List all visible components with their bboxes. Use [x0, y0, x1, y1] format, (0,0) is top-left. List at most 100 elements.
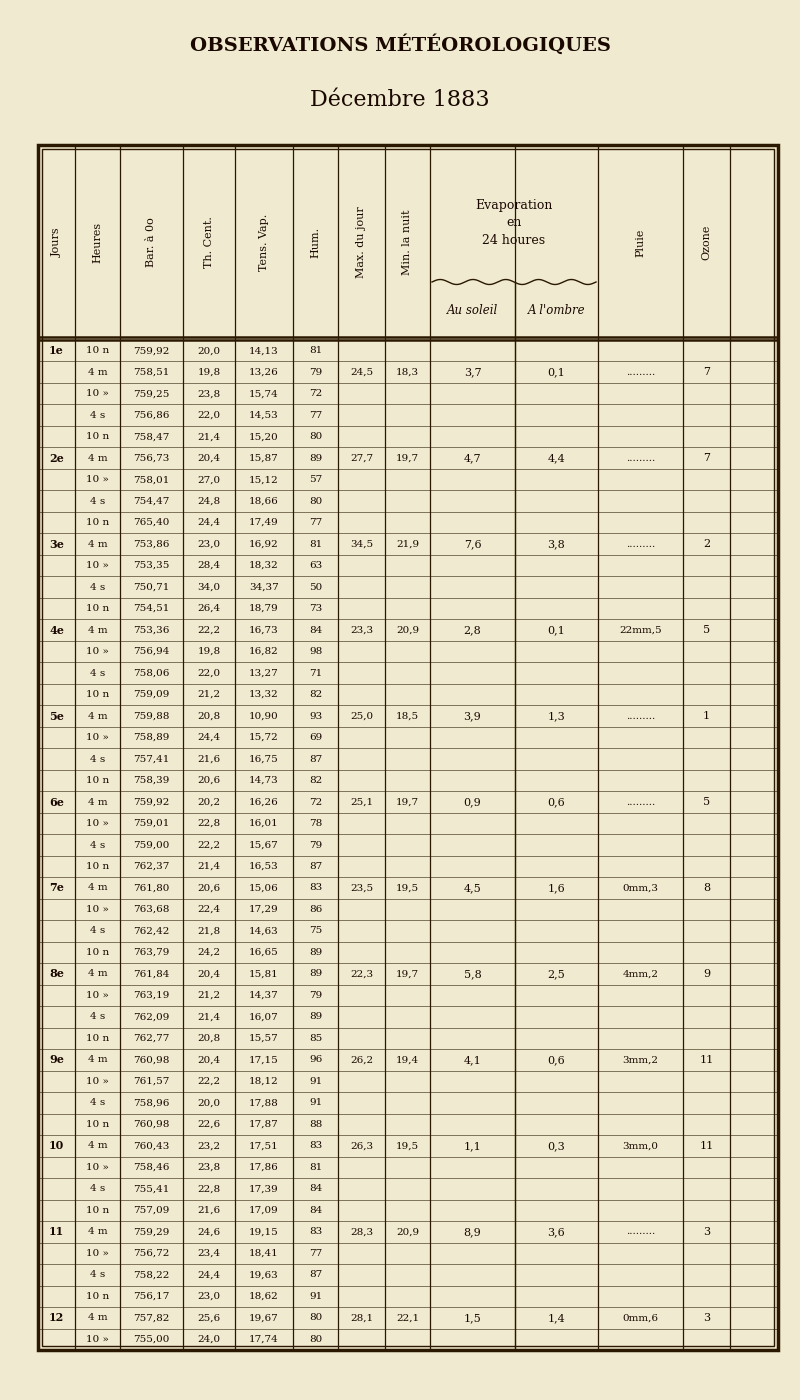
Text: 1: 1: [703, 711, 710, 721]
Text: 0,1: 0,1: [548, 367, 566, 377]
Text: 757,82: 757,82: [134, 1313, 170, 1322]
Text: 0,1: 0,1: [548, 626, 566, 636]
Text: 15,06: 15,06: [249, 883, 279, 892]
Text: 765,40: 765,40: [134, 518, 170, 528]
Text: 13,32: 13,32: [249, 690, 279, 699]
Text: Ozone: Ozone: [702, 225, 711, 260]
Text: 759,88: 759,88: [134, 711, 170, 721]
Text: 4 s: 4 s: [90, 840, 105, 850]
Text: 28,4: 28,4: [198, 561, 221, 570]
Text: 753,36: 753,36: [134, 626, 170, 634]
Text: 760,98: 760,98: [134, 1056, 170, 1064]
Text: 17,39: 17,39: [249, 1184, 279, 1193]
Text: 20,9: 20,9: [396, 626, 419, 634]
Text: 25,0: 25,0: [350, 711, 373, 721]
Text: 17,29: 17,29: [249, 904, 279, 914]
Text: 19,8: 19,8: [198, 647, 221, 657]
Text: 21,4: 21,4: [198, 1012, 221, 1022]
Text: 17,88: 17,88: [249, 1099, 279, 1107]
Text: 63: 63: [309, 561, 322, 570]
Text: 10 »: 10 »: [86, 1249, 109, 1257]
Text: 8,9: 8,9: [464, 1226, 482, 1236]
Text: 50: 50: [309, 582, 322, 592]
Text: 83: 83: [309, 1228, 322, 1236]
Text: 18,41: 18,41: [249, 1249, 279, 1257]
Text: 10 n: 10 n: [86, 862, 109, 871]
Text: 15,20: 15,20: [249, 433, 279, 441]
Text: 2e: 2e: [49, 452, 64, 463]
Text: 82: 82: [309, 690, 322, 699]
Text: 87: 87: [309, 862, 322, 871]
Text: 25,1: 25,1: [350, 798, 373, 806]
Text: 22,2: 22,2: [198, 840, 221, 850]
Text: 13,27: 13,27: [249, 669, 279, 678]
Text: 21,6: 21,6: [198, 755, 221, 763]
Text: .........: .........: [626, 368, 655, 377]
Text: 10 »: 10 »: [86, 389, 109, 398]
Text: 10 »: 10 »: [86, 991, 109, 1000]
Text: 78: 78: [309, 819, 322, 827]
Text: Au soleil: Au soleil: [447, 305, 498, 318]
Text: 83: 83: [309, 883, 322, 892]
Text: .........: .........: [626, 454, 655, 462]
Text: 1,1: 1,1: [464, 1141, 482, 1151]
Text: 5,8: 5,8: [464, 969, 482, 979]
Text: 75: 75: [309, 927, 322, 935]
Text: 9: 9: [703, 969, 710, 979]
Text: 15,81: 15,81: [249, 969, 279, 979]
Text: 759,01: 759,01: [134, 819, 170, 827]
Text: 759,92: 759,92: [134, 346, 170, 356]
Text: 24,6: 24,6: [198, 1228, 221, 1236]
Text: 27,0: 27,0: [198, 475, 221, 484]
Text: 4 s: 4 s: [90, 927, 105, 935]
Text: 4 m: 4 m: [88, 883, 107, 892]
Text: 758,51: 758,51: [134, 368, 170, 377]
Text: 759,92: 759,92: [134, 798, 170, 806]
Text: 17,74: 17,74: [249, 1334, 279, 1344]
Text: 91: 91: [309, 1292, 322, 1301]
Text: 96: 96: [309, 1056, 322, 1064]
Text: 11: 11: [49, 1226, 64, 1238]
Text: 756,72: 756,72: [134, 1249, 170, 1257]
Text: 762,37: 762,37: [134, 862, 170, 871]
Text: 0,3: 0,3: [548, 1141, 566, 1151]
Text: 4 m: 4 m: [88, 539, 107, 549]
Text: 4 m: 4 m: [88, 1313, 107, 1322]
Text: 17,86: 17,86: [249, 1163, 279, 1172]
Text: 18,62: 18,62: [249, 1292, 279, 1301]
Text: 7: 7: [703, 454, 710, 463]
Text: 2,5: 2,5: [548, 969, 566, 979]
Text: 759,09: 759,09: [134, 690, 170, 699]
Text: 20,0: 20,0: [198, 1099, 221, 1107]
Text: .........: .........: [626, 1228, 655, 1236]
Text: 754,51: 754,51: [134, 605, 170, 613]
Text: 19,8: 19,8: [198, 368, 221, 377]
Text: 16,92: 16,92: [249, 539, 279, 549]
Text: 19,7: 19,7: [396, 454, 419, 462]
Text: 1,4: 1,4: [548, 1313, 566, 1323]
Text: 753,35: 753,35: [134, 561, 170, 570]
Text: 4 s: 4 s: [90, 755, 105, 763]
Text: .........: .........: [626, 711, 655, 721]
Text: 3e: 3e: [49, 539, 64, 550]
Text: 28,3: 28,3: [350, 1228, 373, 1236]
Text: 17,87: 17,87: [249, 1120, 279, 1128]
Text: 762,77: 762,77: [134, 1035, 170, 1043]
Text: 91: 91: [309, 1099, 322, 1107]
Text: 10 »: 10 »: [86, 1334, 109, 1344]
Text: 21,8: 21,8: [198, 927, 221, 935]
Text: 23,0: 23,0: [198, 539, 221, 549]
Text: 753,86: 753,86: [134, 539, 170, 549]
Text: 22,3: 22,3: [350, 969, 373, 979]
Text: 4 m: 4 m: [88, 969, 107, 979]
Text: 18,79: 18,79: [249, 605, 279, 613]
Text: 9e: 9e: [49, 1054, 64, 1065]
Text: 4 s: 4 s: [90, 1012, 105, 1022]
Text: 6e: 6e: [49, 797, 64, 808]
Text: 14,13: 14,13: [249, 346, 279, 356]
Text: 24,8: 24,8: [198, 497, 221, 505]
Text: 4 s: 4 s: [90, 1184, 105, 1193]
Text: 15,57: 15,57: [249, 1035, 279, 1043]
Text: 10 n: 10 n: [86, 605, 109, 613]
Text: 10 n: 10 n: [86, 690, 109, 699]
